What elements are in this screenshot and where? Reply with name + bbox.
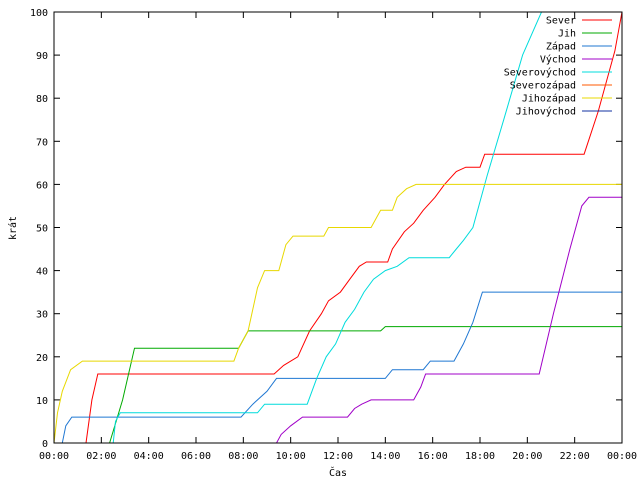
legend-label: Jihozápad [522, 93, 576, 105]
series-line-zapad [61, 291, 622, 443]
legend-label: Severovýchod [504, 67, 576, 79]
x-tick-label: 10:00 [276, 451, 306, 462]
y-tick-label: 90 [36, 51, 48, 62]
y-axis-ticks: 0 10 20 30 40 50 60 70 80 90 100 [30, 8, 622, 450]
legend-label: Jih [558, 29, 576, 40]
x-tick-label: 00:00 [39, 451, 69, 462]
series-line-severovychod [112, 12, 542, 443]
legend-label: Sever [546, 16, 576, 27]
y-tick-label: 0 [42, 439, 48, 450]
x-tick-label: 06:00 [181, 451, 211, 462]
x-tick-label: 02:00 [86, 451, 116, 462]
x-axis-ticks: 00:00 02:00 04:00 06:00 08:00 10:00 12:00 14:00… [39, 12, 637, 462]
plot-frame [53, 11, 623, 444]
x-tick-label: 18:00 [465, 451, 495, 462]
legend-label: Západ [546, 41, 576, 53]
legend-label: Východ [540, 54, 576, 66]
y-tick-label: 20 [36, 353, 48, 364]
y-axis-label: krát [7, 216, 19, 240]
y-tick-label: 50 [36, 224, 48, 235]
x-tick-label: 04:00 [134, 451, 164, 462]
legend-label: Severozápad [510, 80, 576, 92]
series-lines [54, 12, 622, 443]
legend: Sever JihZápadVýchodSeverovýchodSeverozáp… [504, 16, 612, 118]
x-tick-label: 00:00 [607, 451, 637, 462]
series-line-jihozapad [54, 183, 622, 443]
series-line-jih [109, 326, 622, 443]
x-tick-label: 16:00 [418, 451, 448, 462]
y-tick-label: 40 [36, 267, 48, 278]
x-tick-label: 08:00 [228, 451, 258, 462]
x-tick-label: 14:00 [370, 451, 400, 462]
series-line-vychod [276, 196, 622, 443]
series-line-sever [85, 12, 622, 443]
y-tick-label: 80 [36, 94, 48, 105]
legend-label: Jihovýchod [516, 106, 576, 118]
x-axis-label: Čas [329, 466, 347, 479]
x-tick-label: 22:00 [560, 451, 590, 462]
y-tick-label: 70 [36, 137, 48, 148]
x-tick-label: 20:00 [512, 451, 542, 462]
x-tick-label: 12:00 [323, 451, 353, 462]
y-tick-label: 100 [30, 8, 48, 19]
y-tick-label: 60 [36, 180, 48, 191]
y-tick-label: 30 [36, 310, 48, 321]
y-tick-label: 10 [36, 396, 48, 407]
